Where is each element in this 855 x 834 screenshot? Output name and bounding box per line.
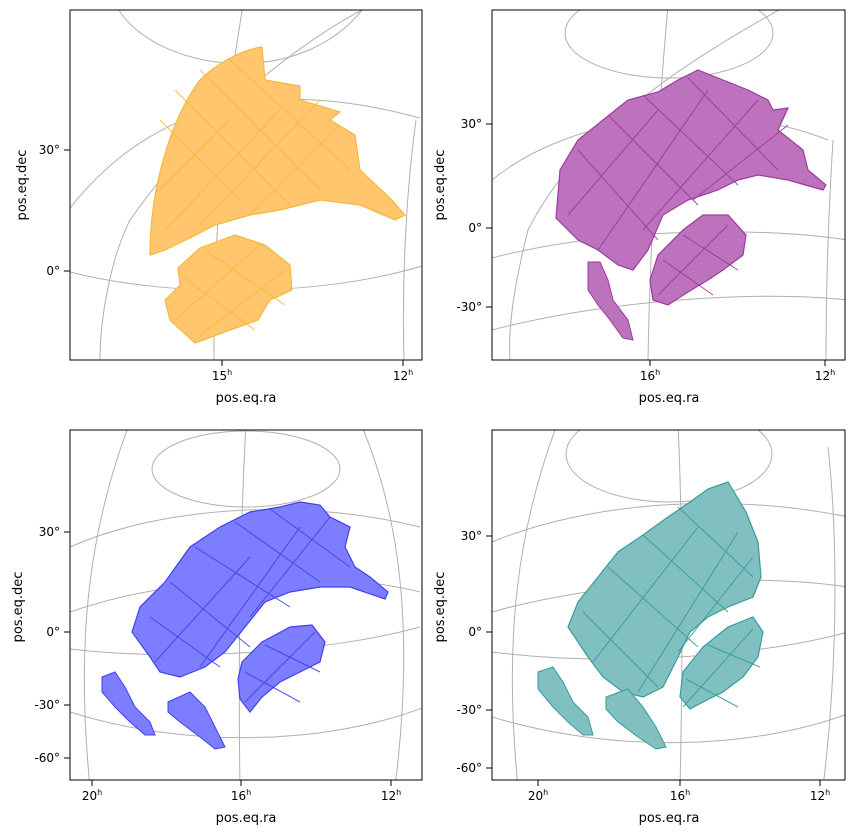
region-mesh (149, 508, 351, 668)
region-mesh (244, 631, 321, 703)
y-tick-label: -30° (34, 698, 60, 712)
y-ticks: 30° 0° -30° (456, 117, 492, 314)
coverage-region-tail (587, 261, 634, 341)
y-axis-label: pos.eq.dec (433, 572, 448, 643)
sky-map-svg: 30° 0° -30° -60° 20h 16h 12h pos.eq.ra p… (11, 429, 423, 826)
x-axis-label: pos.eq.ra (639, 391, 700, 406)
y-tick-label: -60° (456, 761, 482, 775)
chart-panel-bottom-right: 30° 0° -30° -60° 20h 16h 12h pos.eq.ra p… (428, 417, 855, 834)
x-ticks: 16h 12h (640, 360, 835, 383)
y-ticks: 30° 0° (39, 143, 70, 278)
plot-area (70, 430, 422, 780)
plot-frame (69, 429, 423, 781)
plot-frame (491, 429, 846, 781)
chart-panel-top-right: 30° 0° -30° 16h 12h pos.eq.ra pos.eq.dec (428, 0, 855, 417)
x-ticks: 15h 12h (212, 360, 413, 383)
x-tick-label: 16h (231, 788, 251, 803)
x-tick-label: 15h (212, 368, 232, 383)
x-tick-label: 16h (670, 788, 690, 803)
coverage-region-south (237, 624, 326, 713)
coverage-region-north (555, 69, 827, 271)
x-tick-label: 12h (381, 788, 401, 803)
region-mesh (657, 224, 739, 296)
coverage-region-south (679, 616, 764, 710)
y-tick-label: 0° (468, 221, 482, 235)
x-tick-label: 20h (528, 788, 548, 803)
grid-lines (492, 430, 845, 780)
x-tick-label: 20h (82, 788, 102, 803)
x-tick-label: 12h (810, 788, 830, 803)
chart-panel-top-left: 30° 0° 15h 12h pos.eq.ra pos.eq.dec (0, 0, 428, 417)
x-ticks: 20h 16h 12h (528, 780, 830, 803)
coverage-region-tail (537, 666, 667, 750)
x-tick-label: 12h (815, 368, 835, 383)
coverage-region-south (649, 214, 747, 306)
x-ticks: 20h 16h 12h (82, 780, 401, 803)
chart-panel-bottom-left: 30° 0° -30° -60° 20h 16h 12h pos.eq.ra p… (0, 417, 428, 834)
y-tick-label: 30° (39, 143, 60, 157)
y-axis-label: pos.eq.dec (11, 572, 26, 643)
region-mesh (582, 506, 754, 693)
x-tick-label: 12h (393, 368, 413, 383)
coverage-region-north (567, 481, 762, 698)
x-axis-label: pos.eq.ra (216, 811, 277, 826)
y-tick-label: 30° (461, 117, 482, 131)
y-axis-label: pos.eq.dec (15, 150, 30, 221)
x-tick-label: 16h (640, 368, 660, 383)
plot-frame (69, 9, 423, 361)
region-mesh (174, 244, 286, 336)
plot-area (492, 430, 845, 780)
region-mesh (682, 628, 761, 708)
y-tick-label: -60° (34, 751, 60, 765)
x-axis-label: pos.eq.ra (216, 391, 277, 406)
x-axis-label: pos.eq.ra (639, 811, 700, 826)
y-ticks: 30° 0° -30° -60° (456, 529, 492, 775)
y-tick-label: 0° (46, 625, 60, 639)
plot-area (492, 10, 845, 360)
y-tick-label: -30° (456, 300, 482, 314)
coverage-region-south (164, 234, 293, 344)
region-mesh (159, 59, 351, 231)
y-axis-label: pos.eq.dec (433, 150, 448, 221)
sky-map-svg: 30° 0° -30° 16h 12h pos.eq.ra pos.eq.dec (433, 9, 846, 406)
coverage-region-north (131, 501, 389, 678)
region-mesh (567, 77, 789, 251)
y-tick-label: 30° (39, 525, 60, 539)
sky-map-svg: 30° 0° -30° -60° 20h 16h 12h pos.eq.ra p… (433, 429, 846, 826)
coverage-region-north (149, 46, 406, 256)
y-tick-label: 0° (468, 625, 482, 639)
y-ticks: 30° 0° -30° -60° (34, 525, 70, 765)
y-tick-label: -30° (456, 703, 482, 717)
plot-frame (491, 9, 846, 361)
sky-map-svg: 30° 0° 15h 12h pos.eq.ra pos.eq.dec (15, 9, 423, 406)
y-tick-label: 30° (461, 529, 482, 543)
y-tick-label: 0° (46, 264, 60, 278)
coverage-region-tail (101, 671, 226, 750)
plot-area (70, 10, 422, 360)
